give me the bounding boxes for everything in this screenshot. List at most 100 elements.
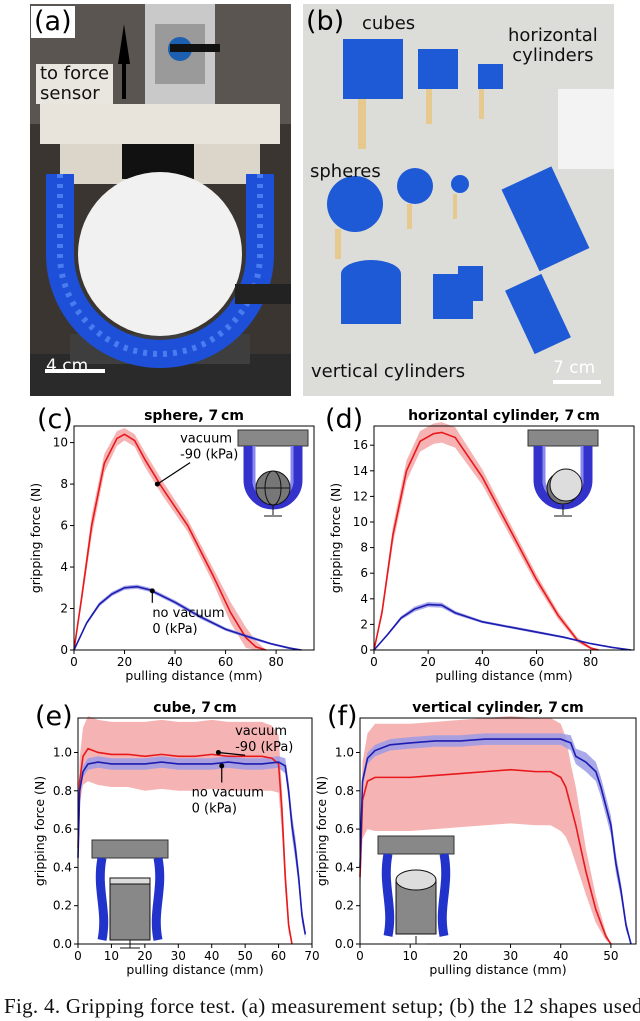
annotation-text: no vacuum: [152, 606, 224, 621]
annotation-text: -90 (kPa): [180, 448, 238, 463]
x-tick-label: 70: [304, 949, 319, 963]
insert-plate: [91, 839, 169, 859]
y-tick-label: 4: [60, 560, 68, 574]
y-tick-label: 0.0: [335, 937, 354, 951]
insert-right-finger: [437, 853, 451, 937]
insert-left-finger: [95, 857, 109, 941]
x-tick-label: 40: [204, 949, 219, 963]
x-tick-label: 80: [583, 655, 598, 669]
insert-right-finger: [151, 857, 165, 941]
x-tick-label: 0: [370, 655, 378, 669]
x-tick-label: 60: [529, 655, 544, 669]
x-tick-label: 0: [356, 949, 364, 963]
panel-label-c: (c): [37, 404, 73, 435]
chart-sphere: 0 20 40 60 80 0 2 4 6 8 10 pulling distance (mm) gri…: [28, 408, 315, 683]
insert-vcylinder-top: [395, 869, 437, 891]
y-tick-label: 0.8: [335, 784, 354, 798]
insert-plate: [237, 429, 309, 447]
y-tick-label: 10: [353, 515, 368, 529]
insert-gripper: [533, 446, 593, 510]
label-horizontal-line1: horizontal: [508, 25, 598, 46]
chart-horizontal-cylinder: 0 20 40 60 80 0 2 4 6 8 10 12 14 16 pulling distance (…: [328, 408, 635, 683]
y-tick-label: 0.8: [53, 784, 72, 798]
y-tick-label: 0.6: [335, 822, 354, 836]
annotation-text: -90 (kPa): [235, 740, 293, 755]
panel-label-e: (e): [35, 701, 73, 732]
y-tick-label: 0.4: [53, 860, 72, 874]
y-tick-label: 1.0: [335, 745, 354, 759]
y-tick-label: 1.0: [53, 745, 72, 759]
chart-title: vertical cylinder, 7 cm: [412, 700, 583, 716]
chart-cube: 0 10 20 30 40 50 60 70 0.0 0.2 0.4 0.6 0.8 1.0 pulling…: [32, 700, 320, 977]
panel-label-f: (f): [327, 701, 358, 732]
annotation-text: 0 (kPa): [152, 622, 197, 637]
label-spheres: spheres: [310, 161, 381, 182]
y-axis-label: gripping force (N): [32, 776, 47, 886]
chart-title: horizontal cylinder, 7 cm: [408, 408, 600, 424]
y-tick-label: 0.6: [53, 822, 72, 836]
x-axis-label: pulling distance (mm): [429, 962, 566, 977]
plot-frame: [77, 717, 313, 945]
scale-label-b: 7 cm: [553, 358, 596, 378]
y-tick-label: 0: [60, 643, 68, 657]
label-horizontal-cylinders: horizontal cylinders: [508, 26, 598, 66]
y-tick-label: 8: [360, 541, 368, 555]
x-tick-label: 30: [171, 949, 186, 963]
annotation-text: vacuum: [180, 432, 232, 447]
y-tick-label: 10: [53, 436, 68, 450]
gripper-insert-hcyl: [527, 429, 599, 517]
band-vacuum: [374, 422, 599, 650]
arrow-label-line1: to force: [40, 63, 110, 84]
photo-a-measurement-setup: [30, 4, 291, 396]
y-tick-label: 0.2: [53, 899, 72, 913]
series-line-vacuum: [373, 431, 599, 651]
annotation-text: vacuum: [235, 724, 287, 739]
arrow-label-line2: sensor: [40, 83, 100, 104]
x-axis-label: pulling distance (mm): [126, 962, 263, 977]
y-tick-label: 14: [353, 464, 368, 478]
annotation-arrow: [218, 751, 246, 756]
plot-frame: [373, 425, 635, 651]
band-vacuum: [78, 716, 292, 944]
x-tick-label: 10: [403, 949, 418, 963]
y-tick-label: 6: [60, 519, 68, 533]
insert-cube: [109, 883, 151, 941]
y-tick-label: 12: [353, 489, 368, 503]
annotation-text: 0 (kPa): [192, 802, 237, 817]
x-tick-label: 20: [137, 949, 152, 963]
y-tick-label: 16: [353, 438, 368, 452]
x-tick-label: 20: [421, 655, 436, 669]
scale-label-a: 4 cm: [46, 356, 89, 376]
scale-bar-a: [45, 369, 105, 373]
chart-vertical-cylinder: 0 10 20 30 40 50 0.0 0.2 0.4 0.6 0.8 1.0 pulling dis…: [314, 700, 637, 977]
plot-frame: [359, 717, 637, 945]
label-cubes: cubes: [362, 13, 416, 34]
x-tick-label: 10: [104, 949, 119, 963]
annotation-arrowhead: [215, 749, 221, 755]
series-line-vacuum: [359, 768, 612, 945]
series-line-no-vacuum: [73, 585, 302, 651]
panel-label-a: (a): [31, 6, 75, 38]
photo-b-shapes: [303, 4, 614, 396]
panel-label-d: (d): [325, 404, 364, 435]
x-tick-label: 80: [268, 655, 283, 669]
x-tick-label: 50: [603, 949, 618, 963]
gripper-insert-vcyl: [377, 835, 455, 945]
x-tick-label: 30: [503, 949, 518, 963]
x-tick-label: 0: [74, 949, 82, 963]
annotation-text: no vacuum: [192, 786, 264, 801]
gripper-insert-sphere: [237, 429, 309, 517]
y-tick-label: 0.2: [335, 899, 354, 913]
x-axis-label: pulling distance (mm): [125, 668, 262, 683]
chart-title: cube, 7 cm: [153, 700, 236, 716]
y-tick-label: 2: [60, 602, 68, 616]
x-tick-label: 20: [117, 655, 132, 669]
panel-label-b: (b): [306, 6, 345, 37]
y-tick-label: 0.0: [53, 937, 72, 951]
annotation-arrowhead: [219, 763, 225, 769]
annotation-arrowhead: [154, 481, 160, 487]
insert-cube-top: [109, 877, 151, 885]
y-axis-label: gripping force (N): [328, 483, 343, 593]
chart-title: sphere, 7 cm: [144, 408, 244, 424]
x-tick-label: 40: [553, 949, 568, 963]
